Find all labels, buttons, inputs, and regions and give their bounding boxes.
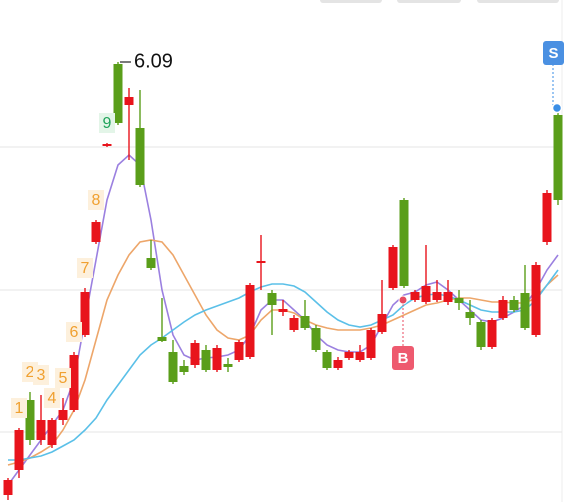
peak-label: 6.09 — [134, 50, 173, 72]
candle-body — [388, 247, 398, 288]
buy-badge — [392, 346, 414, 370]
count-badge — [99, 113, 115, 133]
candle-body — [267, 293, 277, 305]
candle-body — [278, 309, 288, 312]
candle-body — [102, 144, 112, 146]
candle-body — [256, 261, 266, 263]
candle-body — [168, 352, 178, 382]
moving-average-line — [8, 269, 559, 461]
candle-body — [157, 337, 167, 341]
count-label: 8 — [92, 192, 101, 209]
count-label: 1 — [15, 400, 24, 417]
candle-body — [487, 320, 497, 347]
candle-body — [366, 330, 376, 358]
count-label: 7 — [81, 260, 90, 277]
candle-body — [476, 322, 486, 347]
candle-body — [47, 420, 57, 445]
sell-label: S — [548, 45, 558, 62]
candle-body — [146, 258, 156, 268]
candle-body — [520, 293, 530, 328]
candle-body — [399, 200, 409, 286]
count-badge — [33, 365, 49, 385]
candle-body — [14, 430, 24, 470]
candle-body — [454, 298, 464, 303]
count-label: 6 — [70, 324, 79, 341]
candle-body — [410, 292, 420, 300]
count-label: 3 — [37, 367, 46, 384]
candle-body — [201, 350, 211, 370]
signal-dot — [398, 295, 408, 305]
candle-body — [553, 115, 563, 200]
candle-body — [245, 285, 255, 357]
candle-body — [465, 312, 475, 318]
count-badge — [44, 388, 60, 408]
count-badge — [55, 368, 71, 388]
candle-body — [377, 314, 387, 332]
count-badge — [11, 398, 27, 418]
candle-body — [36, 420, 46, 440]
candle-body — [91, 222, 101, 242]
toolbar-button[interactable] — [397, 0, 461, 3]
candle-body — [509, 300, 519, 310]
candle-body — [69, 355, 79, 410]
candle-body — [344, 352, 354, 358]
signal-dot — [551, 102, 563, 114]
candle-body — [135, 128, 145, 185]
candle-body — [234, 342, 244, 360]
candle-body — [300, 316, 310, 328]
buy-label: B — [398, 350, 409, 367]
candle-body — [443, 292, 453, 302]
count-badge — [77, 258, 93, 278]
count-badge — [88, 190, 104, 210]
candle-body — [113, 64, 123, 123]
candle-body — [3, 480, 13, 495]
candle-body — [25, 400, 35, 440]
candle-body — [421, 286, 431, 302]
count-label: 2 — [26, 364, 35, 381]
toolbar-button[interactable] — [320, 0, 382, 3]
candle-body — [542, 193, 552, 242]
candle-body — [179, 366, 189, 372]
candle-body — [190, 343, 200, 365]
candle-body — [498, 300, 508, 318]
candle-body — [58, 410, 68, 420]
candle-body — [212, 348, 222, 370]
candle-body — [311, 328, 321, 350]
candle-body — [322, 352, 332, 368]
count-badge — [66, 322, 82, 342]
count-label: 4 — [48, 390, 57, 407]
candle-body — [531, 265, 541, 335]
candle-body — [223, 364, 233, 367]
toolbar-button[interactable] — [477, 0, 559, 3]
candle-body — [289, 318, 299, 330]
candle-body — [333, 360, 343, 368]
candle-body — [80, 292, 90, 335]
candle-body — [124, 97, 134, 105]
count-label: 9 — [103, 115, 112, 132]
count-label: 5 — [59, 370, 68, 387]
sell-badge — [543, 41, 564, 65]
candle-body — [355, 352, 365, 360]
candle-body — [432, 292, 442, 300]
